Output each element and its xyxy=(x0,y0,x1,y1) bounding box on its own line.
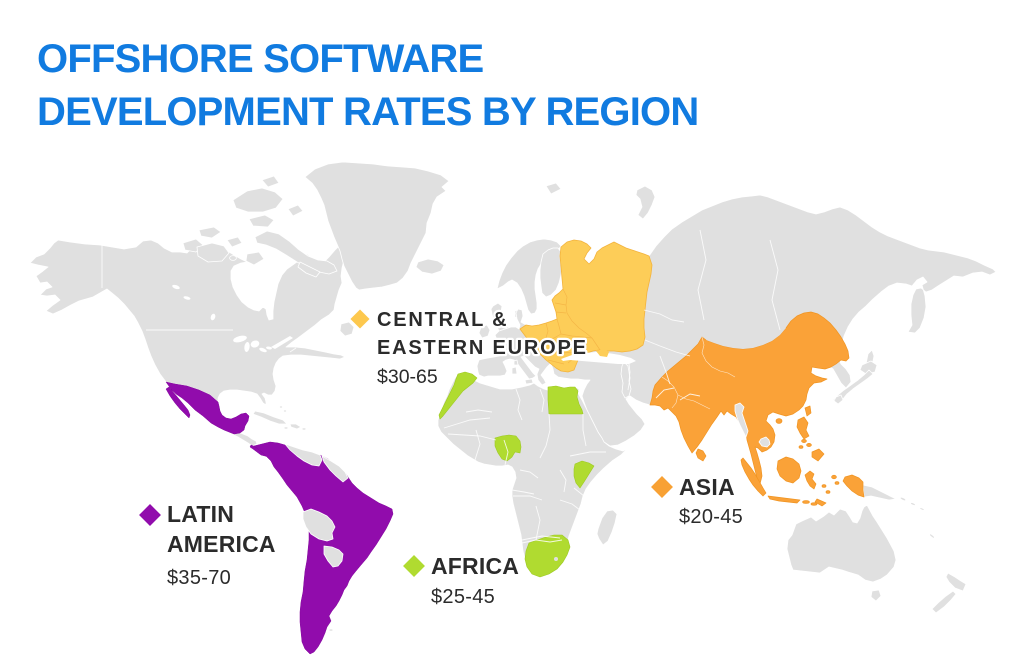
svg-text:CENTRAL &: CENTRAL & xyxy=(377,309,508,331)
svg-text:$25-45: $25-45 xyxy=(431,586,495,608)
svg-text:EASTERN EUROPE: EASTERN EUROPE xyxy=(377,337,588,359)
svg-text:$35-70: $35-70 xyxy=(167,567,231,589)
svg-text:ASIA: ASIA xyxy=(679,474,735,500)
svg-text:LATIN: LATIN xyxy=(167,501,234,527)
svg-text:AMERICA: AMERICA xyxy=(167,531,276,557)
svg-text:$20-45: $20-45 xyxy=(679,506,743,528)
svg-text:DEVELOPMENT RATES BY REGION: DEVELOPMENT RATES BY REGION xyxy=(37,90,698,134)
svg-text:AFRICA: AFRICA xyxy=(431,553,519,579)
svg-text:$30-65: $30-65 xyxy=(377,366,438,388)
svg-text:OFFSHORE SOFTWARE: OFFSHORE SOFTWARE xyxy=(37,37,484,81)
